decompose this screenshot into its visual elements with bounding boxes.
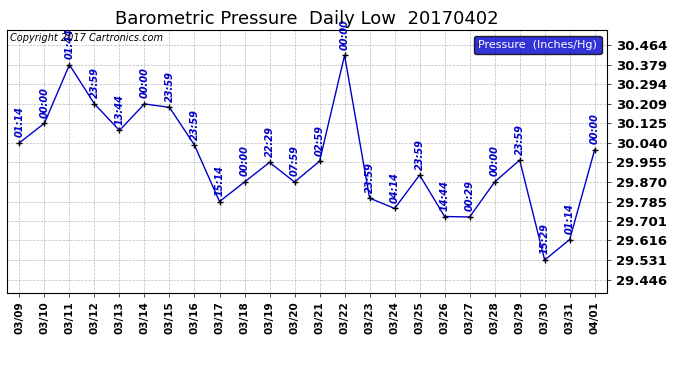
Text: 01:14: 01:14: [14, 106, 24, 137]
Text: 15:29: 15:29: [540, 224, 550, 255]
Text: 01:14: 01:14: [564, 203, 575, 234]
Text: 00:29: 00:29: [464, 180, 475, 212]
Text: 00:00: 00:00: [490, 146, 500, 176]
Text: 23:59: 23:59: [415, 139, 424, 170]
Text: 07:59: 07:59: [290, 146, 299, 176]
Text: 04:14: 04:14: [390, 172, 400, 203]
Text: 00:00: 00:00: [339, 19, 350, 50]
Title: Barometric Pressure  Daily Low  20170402: Barometric Pressure Daily Low 20170402: [115, 10, 499, 28]
Text: 14:44: 14:44: [440, 180, 450, 211]
Text: 23:59: 23:59: [164, 71, 175, 102]
Text: 23:59: 23:59: [90, 68, 99, 98]
Legend: Pressure  (Inches/Hg): Pressure (Inches/Hg): [474, 36, 602, 54]
Text: 13:44: 13:44: [115, 94, 124, 125]
Text: 02:59: 02:59: [315, 125, 324, 156]
Text: 00:00: 00:00: [139, 68, 150, 98]
Text: 23:59: 23:59: [515, 124, 524, 154]
Text: 15:14: 15:14: [215, 165, 224, 196]
Text: 00:00: 00:00: [39, 87, 50, 118]
Text: 23:59: 23:59: [364, 162, 375, 192]
Text: 01:44: 01:44: [64, 28, 75, 59]
Text: 00:00: 00:00: [239, 146, 250, 176]
Text: Copyright 2017 Cartronics.com: Copyright 2017 Cartronics.com: [10, 33, 163, 43]
Text: 23:59: 23:59: [190, 109, 199, 140]
Text: 22:29: 22:29: [264, 126, 275, 157]
Text: 00:00: 00:00: [590, 113, 600, 144]
